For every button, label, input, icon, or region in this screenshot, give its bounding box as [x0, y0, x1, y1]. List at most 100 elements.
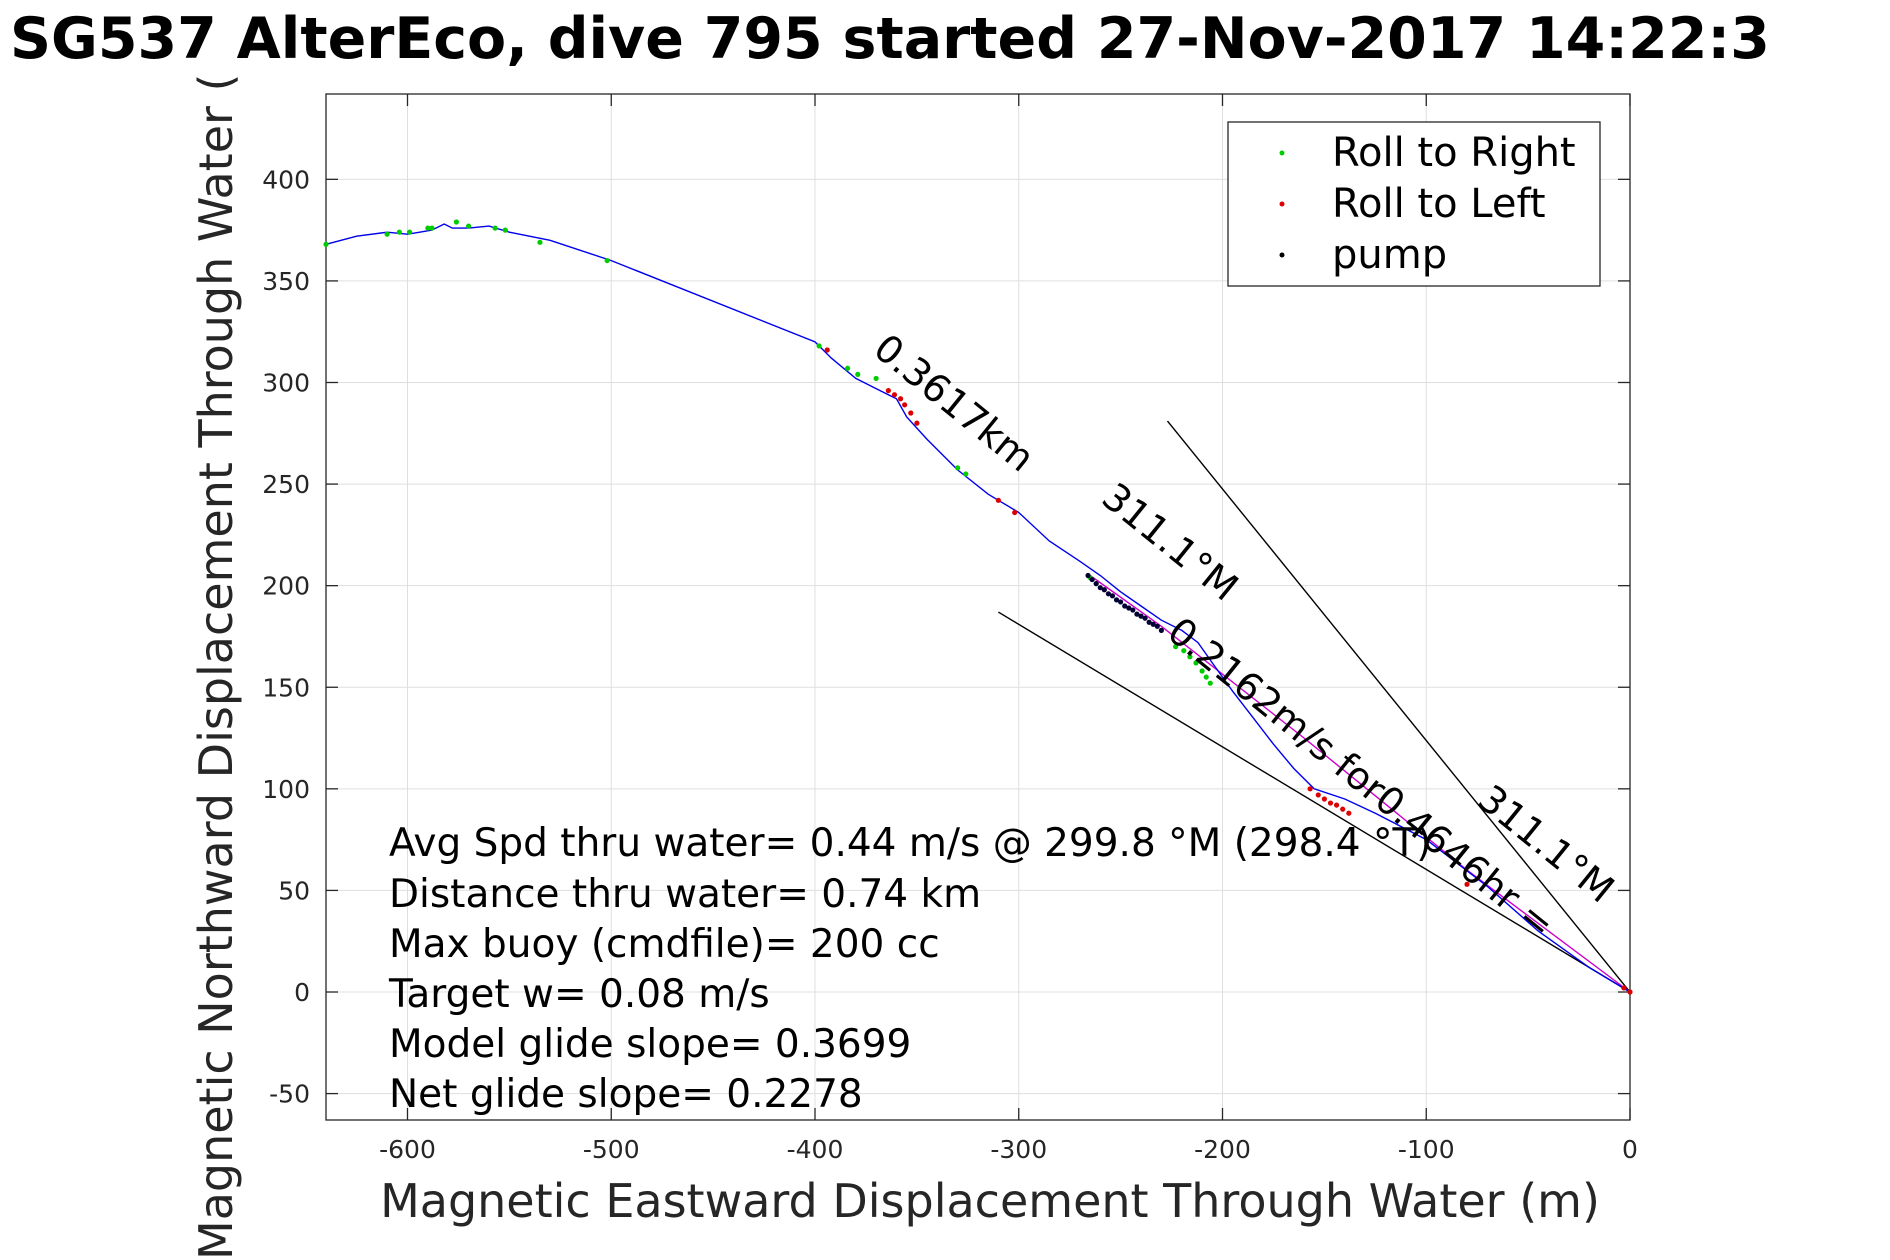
- x-tick-label: -500: [583, 1135, 640, 1164]
- pump-point: [1126, 605, 1132, 611]
- roll-left-point: [995, 497, 1001, 503]
- roll-right-point: [845, 365, 851, 371]
- roll-right-point: [963, 471, 969, 477]
- roll-left-point: [897, 396, 904, 402]
- roll-left-point: [1621, 985, 1627, 991]
- roll-left-point: [1327, 800, 1334, 806]
- roll-left-point: [1321, 796, 1327, 802]
- roll-right-point: [453, 219, 459, 225]
- y-tick-label: -50: [269, 1080, 310, 1109]
- roll-right-markers: [323, 219, 1213, 686]
- roll-right-point: [323, 241, 329, 247]
- plot-area: [325, 93, 1631, 1121]
- annotations: Avg Spd thru water= 0.44 m/s @ 299.8 °M …: [388, 821, 1432, 1117]
- y-tick-label: 300: [262, 368, 310, 397]
- roll-right-point: [1193, 660, 1199, 666]
- roll-right-point: [1187, 654, 1193, 660]
- annotation-avg-speed: Avg Spd thru water= 0.44 m/s @ 299.8 °M …: [389, 821, 1432, 866]
- legend-marker-roll-right: [1279, 150, 1285, 156]
- legend-marker-roll-left: [1279, 201, 1285, 207]
- pump-point: [1158, 627, 1164, 633]
- y-tick-label: 0: [294, 978, 310, 1007]
- pump-point: [1146, 619, 1152, 625]
- y-tick-label: 400: [262, 165, 310, 194]
- roll-right-point: [873, 375, 879, 382]
- dive-track: [325, 223, 1631, 993]
- rotated-label-distance: 0.3617km: [866, 325, 1043, 480]
- roll-right-point: [816, 343, 822, 349]
- heading-guide-line: [1166, 420, 1631, 993]
- annotation-distance: Distance thru water= 0.74 km: [389, 872, 981, 917]
- pump-point: [1101, 587, 1107, 593]
- guide-lines: [998, 420, 1631, 993]
- y-tick-label: 50: [278, 876, 310, 905]
- grid-y-lines: [326, 178, 1630, 1095]
- roll-left-point: [885, 388, 891, 394]
- x-tick-label: -300: [990, 1135, 1047, 1164]
- roll-left-point: [1346, 810, 1352, 816]
- y-tick-label: 100: [262, 775, 310, 804]
- roll-left-point: [824, 347, 830, 353]
- legend-label-pump: pump: [1332, 232, 1447, 278]
- model-track-line: [1089, 574, 1631, 993]
- legend: Roll to Right Roll to Left pump: [1227, 121, 1601, 287]
- x-axis-ticks: -600 -500 -400 -300 -200 -100 0: [379, 94, 1638, 1164]
- pump-point: [1122, 603, 1128, 609]
- roll-right-point: [855, 371, 861, 377]
- roll-right-point: [1203, 674, 1209, 680]
- y-axis-label: Magnetic Northward Displacement Through …: [189, 74, 243, 1260]
- x-tick-label: -200: [1194, 1135, 1251, 1164]
- pump-point: [1130, 607, 1136, 613]
- x-tick-label: 0: [1622, 1135, 1638, 1164]
- roll-left-point: [914, 420, 920, 426]
- annotation-target-w: Target w= 0.08 m/s: [388, 972, 770, 1017]
- roll-left-point: [1334, 802, 1340, 808]
- x-axis-label: Magnetic Eastward Displacement Through W…: [380, 1174, 1600, 1228]
- heading-guide-line: [998, 611, 1631, 993]
- roll-left-markers: [824, 347, 1633, 995]
- roll-right-point: [502, 227, 508, 233]
- roll-right-point: [466, 223, 472, 229]
- pump-point: [1093, 581, 1099, 587]
- x-tick-label: -400: [787, 1135, 844, 1164]
- roll-right-point: [492, 225, 498, 231]
- legend-label-roll-left: Roll to Left: [1332, 181, 1546, 227]
- roll-left-point: [1340, 806, 1346, 812]
- y-tick-label: 250: [262, 470, 310, 499]
- legend-marker-pump: [1279, 252, 1285, 258]
- roll-left-point: [1464, 881, 1470, 887]
- pump-point: [1085, 572, 1091, 579]
- pump-point: [1134, 611, 1140, 617]
- annotation-max-buoy: Max buoy (cmdfile)= 200 cc: [389, 922, 940, 967]
- roll-left-point: [891, 392, 898, 398]
- roll-left-point: [1627, 989, 1633, 995]
- model-track: [1089, 574, 1631, 993]
- roll-right-point: [955, 465, 961, 471]
- roll-left-point: [1307, 786, 1313, 792]
- pump-point: [1113, 597, 1120, 603]
- roll-right-point: [1199, 668, 1205, 674]
- roll-right-point: [1181, 648, 1187, 654]
- roll-left-point: [902, 402, 908, 408]
- roll-left-point: [1315, 792, 1321, 798]
- y-axis-ticks: -50 0 50 100 150 200 250 300 350 400: [262, 165, 1630, 1109]
- pump-point: [1154, 623, 1160, 629]
- pump-point: [1142, 615, 1148, 621]
- chart-title: SG537 AlterEco, dive 795 started 27-Nov-…: [10, 6, 1770, 72]
- roll-right-point: [396, 229, 402, 235]
- y-tick-label: 150: [262, 673, 310, 702]
- pump-point: [1138, 613, 1144, 619]
- pump-point: [1089, 576, 1095, 583]
- y-tick-label: 350: [262, 267, 310, 296]
- annotation-net-glide: Net glide slope= 0.2278: [389, 1072, 863, 1117]
- annotation-model-glide: Model glide slope= 0.3699: [389, 1022, 911, 1067]
- pump-point: [1118, 599, 1124, 605]
- roll-right-point: [1173, 644, 1179, 650]
- roll-left-point: [908, 410, 914, 416]
- roll-right-point: [537, 239, 543, 245]
- pump-point: [1097, 585, 1103, 591]
- x-tick-label: -100: [1398, 1135, 1455, 1164]
- pump-point: [1109, 593, 1116, 599]
- roll-right-point: [1207, 680, 1213, 686]
